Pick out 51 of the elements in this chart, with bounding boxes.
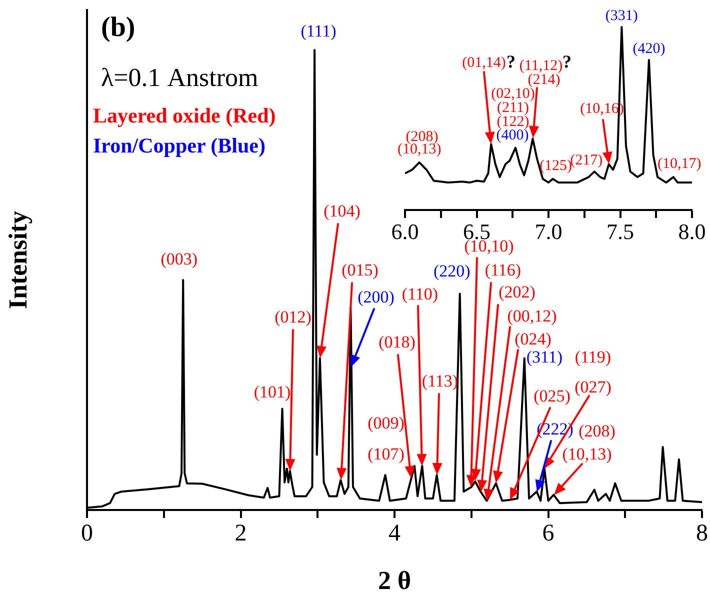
annotation: (009)	[368, 413, 404, 432]
annotation: (116)	[484, 260, 522, 280]
annotation: (208)	[406, 128, 438, 145]
annotation: (107)	[368, 444, 404, 464]
annotation: (217)	[570, 152, 603, 169]
annotation: (200)	[358, 287, 394, 306]
x-axis-title: 2 θ	[378, 566, 412, 596]
annotation: (003)	[160, 249, 198, 268]
annotation: (311)	[526, 348, 563, 367]
annotation: (012)	[274, 307, 312, 326]
x-tick-label: 8	[696, 520, 708, 547]
x-tick-label: 2	[234, 520, 247, 547]
annotation: (00,12)	[507, 306, 557, 326]
x-tick-label: 6.0	[391, 218, 419, 244]
x-tick-label: 8.0	[678, 218, 706, 244]
annotation: ?	[506, 52, 516, 72]
annotation: (110)	[402, 284, 438, 304]
annotation: (420)	[632, 40, 666, 57]
annotation: (208)	[578, 421, 616, 440]
annotation: (211)	[497, 100, 529, 116]
annotation: (10,17)	[657, 156, 702, 172]
annotation: (331)	[605, 8, 638, 24]
annotation: (027)	[574, 377, 612, 396]
annotation: (202)	[498, 282, 536, 302]
annotation: (015)	[342, 260, 378, 280]
annotation: (111)	[300, 21, 336, 40]
x-tick-label: 7.0	[534, 218, 562, 244]
annotation: (11,12)	[519, 58, 563, 74]
annotation: (018)	[378, 332, 416, 352]
annotation: (024)	[514, 329, 552, 348]
annotation: (01,14)	[462, 54, 506, 71]
annotation: (025)	[534, 386, 570, 406]
annotation: (119)	[574, 347, 612, 366]
annotation: λ=0.1 Anstrom	[101, 62, 258, 92]
annotation: (10,13)	[562, 444, 612, 464]
text: (b)	[101, 12, 136, 44]
annotation: (02,10)	[491, 86, 535, 102]
x-tick-label: 0	[81, 520, 93, 547]
x-tick-label: 7.5	[606, 218, 634, 244]
annotation: (104)	[324, 201, 360, 220]
annotation: (220)	[433, 261, 470, 280]
annotation: (122)	[496, 114, 530, 130]
annotation: Layered oxide (Red)	[93, 103, 276, 128]
annotation: ?	[562, 52, 572, 72]
y-axis-title: Intensity	[3, 210, 32, 310]
x-tick-label: 6	[542, 520, 554, 547]
annotation: (214)	[528, 72, 560, 88]
x-tick-label: 4	[388, 520, 400, 547]
annotation: (400)	[496, 128, 529, 144]
annotation: Iron/Copper (Blue)	[93, 133, 266, 158]
annotation: (101)	[254, 382, 291, 402]
